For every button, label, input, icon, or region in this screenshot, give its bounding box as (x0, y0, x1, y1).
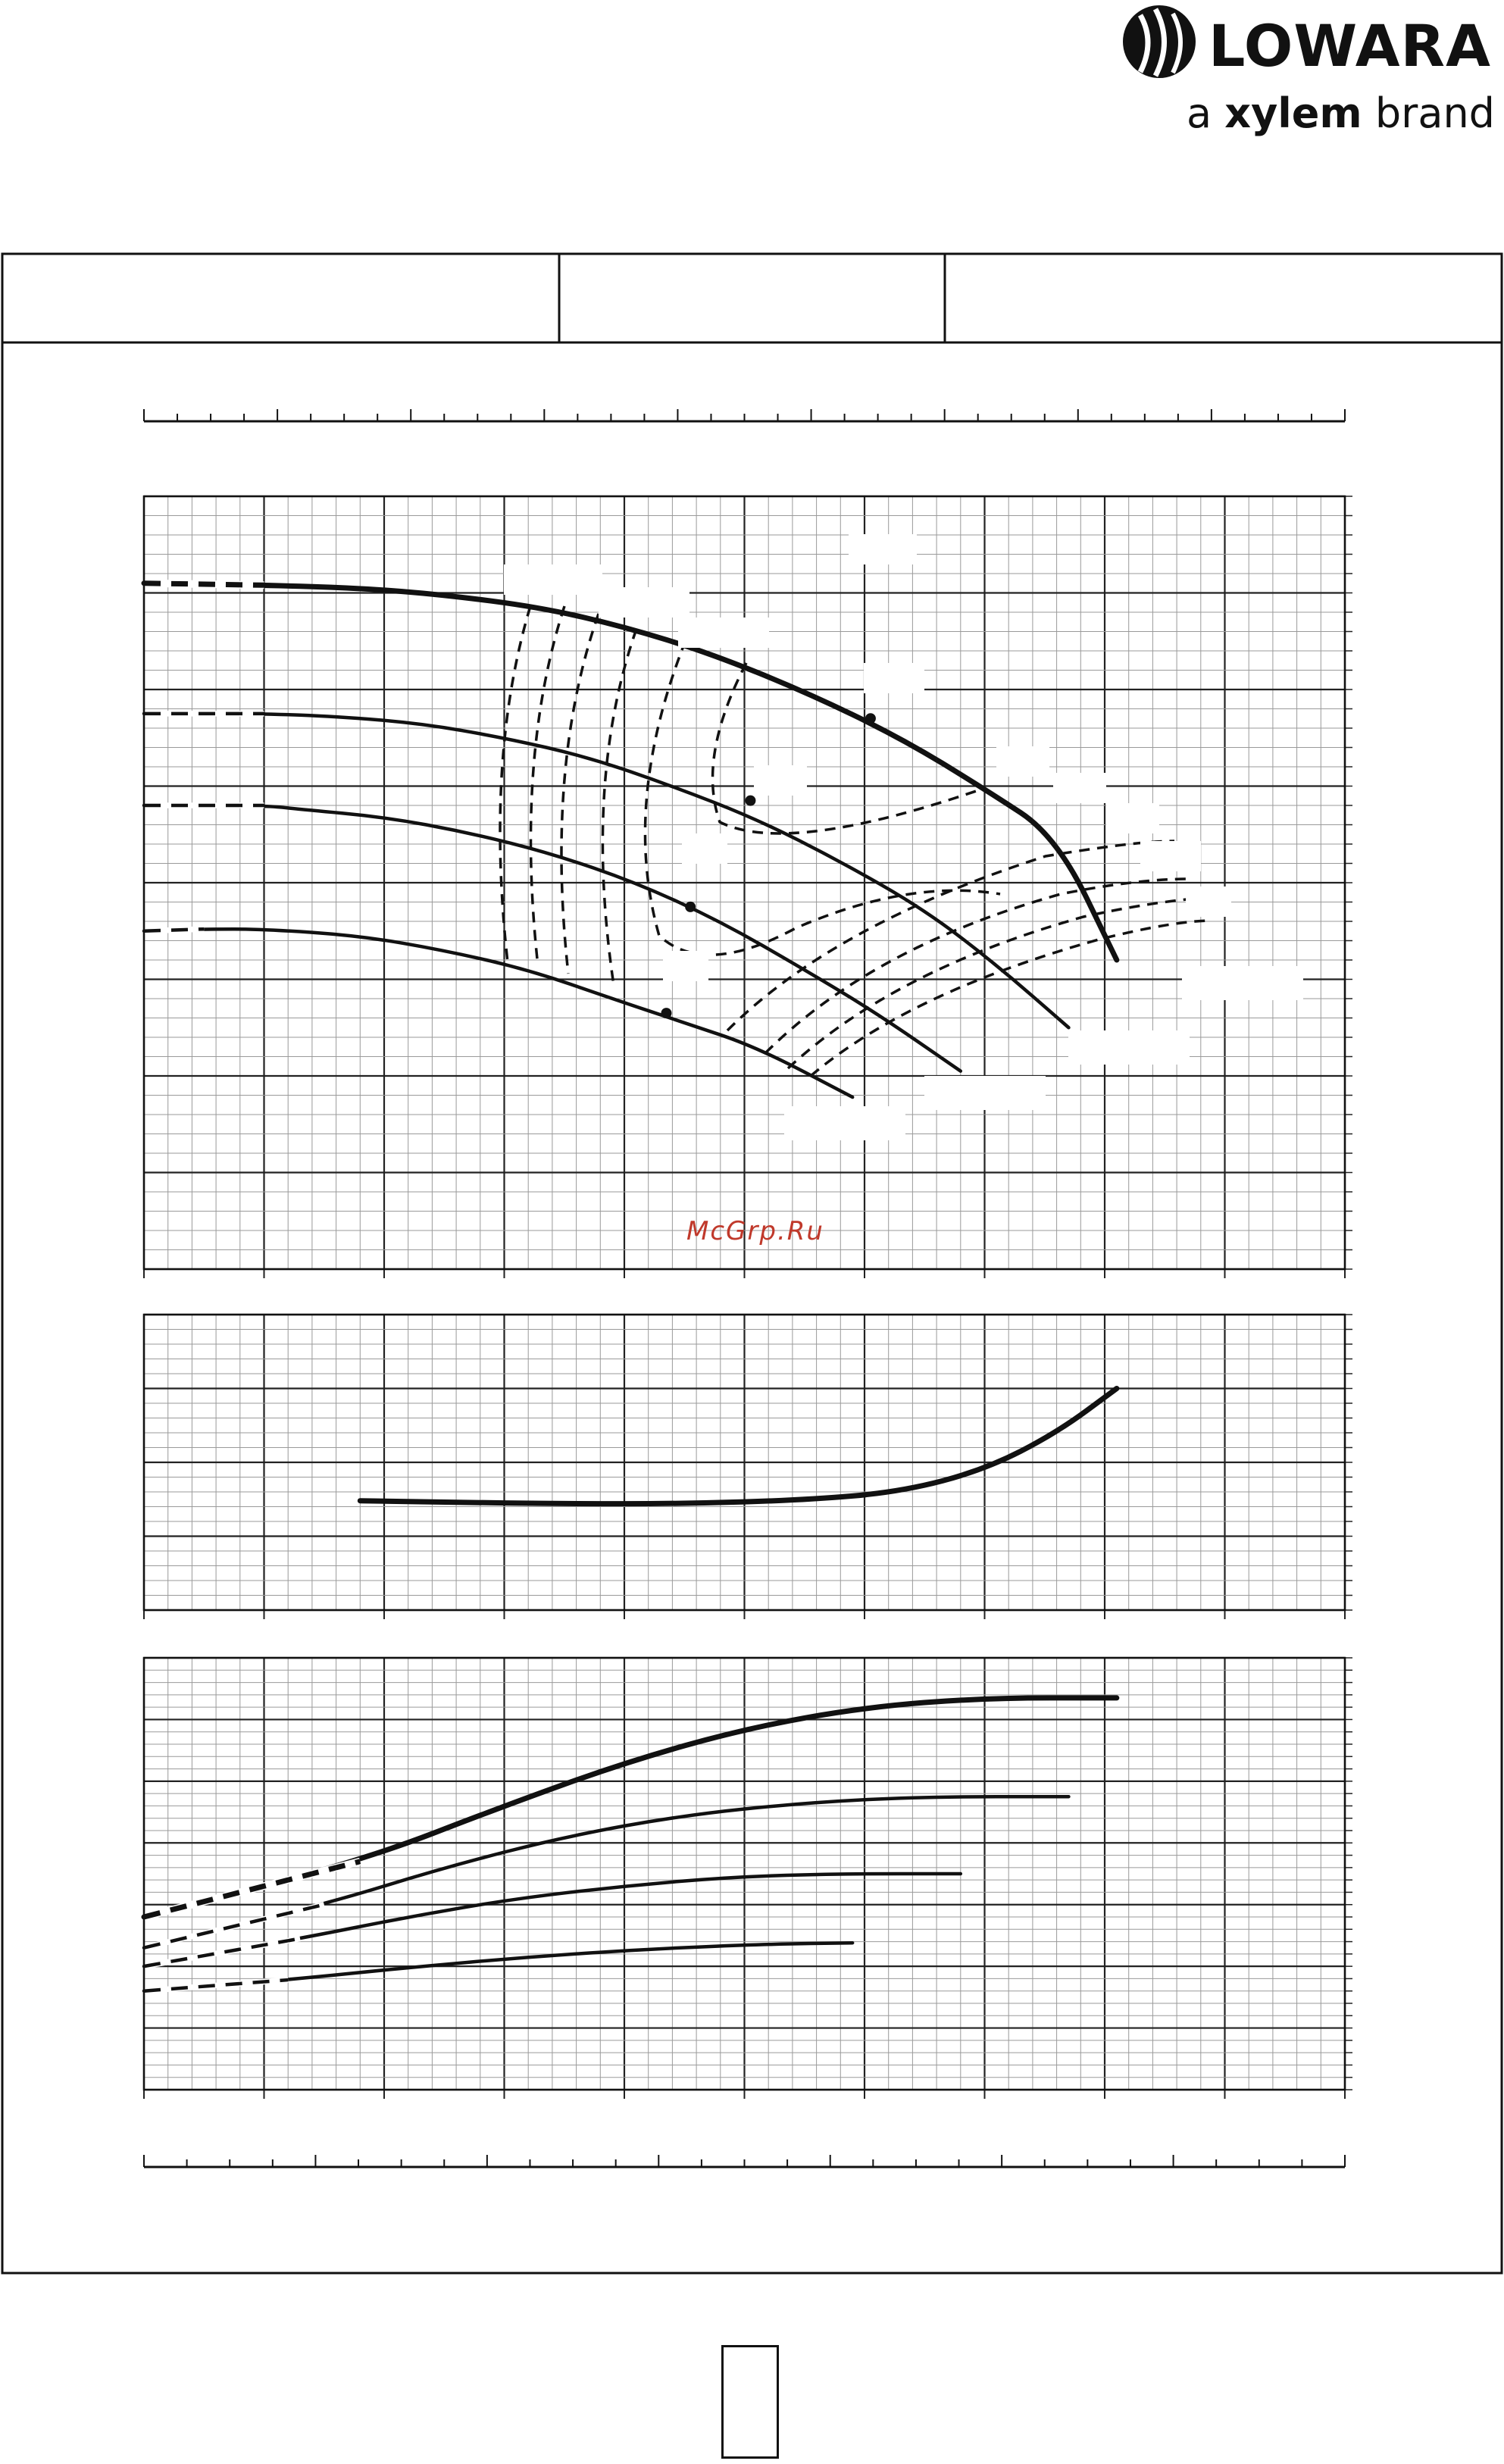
brand-logo: LOWARA a xylem brand (1106, 0, 1500, 159)
plot-border (142, 495, 1346, 1271)
curve-label-box (928, 1898, 1049, 1932)
operating-point (685, 901, 696, 912)
top-scale-ruler (143, 409, 1346, 423)
series-line (357, 1386, 1120, 1507)
curve-label-box (663, 951, 708, 981)
operating-point (745, 795, 756, 806)
lowara-drop-icon (1123, 5, 1196, 78)
series-line (142, 803, 963, 1073)
efficiency-isoline (499, 605, 532, 963)
curve-label-box (1186, 886, 1231, 917)
curve-label-box (784, 1106, 905, 1140)
plot-border (142, 1656, 1346, 2091)
curve-label-box (1163, 1709, 1284, 1743)
efficiency-isoline (529, 605, 566, 967)
logo-wordmark: LOWARA (1209, 12, 1491, 80)
npsh-chart (142, 1313, 1352, 1619)
efficiency-isoline (560, 613, 600, 974)
curve-label-box (754, 765, 807, 796)
curve-label-box (1053, 773, 1106, 803)
series-line-dashed (143, 1859, 361, 1920)
head-chart (141, 495, 1352, 1993)
curve-label-box (849, 534, 917, 564)
tagline-brand: xylem (1224, 89, 1362, 137)
curve-label-box (678, 618, 769, 648)
efficiency-isoline (764, 877, 1190, 1055)
curve-label-box (996, 746, 1049, 777)
logo-tagline: a xylem brand (1187, 89, 1495, 137)
series-line (141, 1695, 1120, 1920)
operating-point (865, 713, 876, 724)
page-number-box (721, 2345, 779, 2459)
efficiency-isoline (711, 662, 986, 835)
series-line (142, 927, 855, 1099)
series-line-dashed (143, 1978, 289, 1993)
watermark-text: McGrp.Ru (686, 1216, 824, 1246)
curve-label-box (1182, 966, 1303, 1000)
curve-label-box (864, 663, 924, 693)
power-chart (141, 1656, 1352, 2099)
efficiency-isoline (786, 896, 1205, 1070)
curve-label-box (830, 1959, 951, 1993)
operating-point (661, 1008, 672, 1019)
curve-label-box (1106, 803, 1159, 833)
curve-label-box (599, 587, 689, 618)
series-line-dashed (143, 1903, 325, 1950)
curve-label-box (504, 564, 602, 595)
bottom-scale-ruler (143, 2155, 1346, 2169)
curve-label-box (682, 833, 727, 864)
plot-border (142, 1313, 1346, 1612)
curve-label-box (1140, 841, 1201, 871)
curve-label-box (1068, 1030, 1190, 1065)
curve-label-box (924, 1076, 1046, 1110)
sheet-frame (1, 252, 1503, 2275)
curve-label-box (1178, 1330, 1299, 1364)
series-line-dashed (143, 927, 205, 933)
efficiency-isoline (601, 628, 638, 986)
series-line (142, 711, 1071, 1030)
efficiency-isoline (726, 840, 1175, 1032)
dash-mask (143, 1935, 301, 1969)
tagline-prefix: a (1187, 89, 1212, 137)
series-line-dashed (143, 580, 264, 588)
tagline-suffix: brand (1374, 89, 1495, 137)
